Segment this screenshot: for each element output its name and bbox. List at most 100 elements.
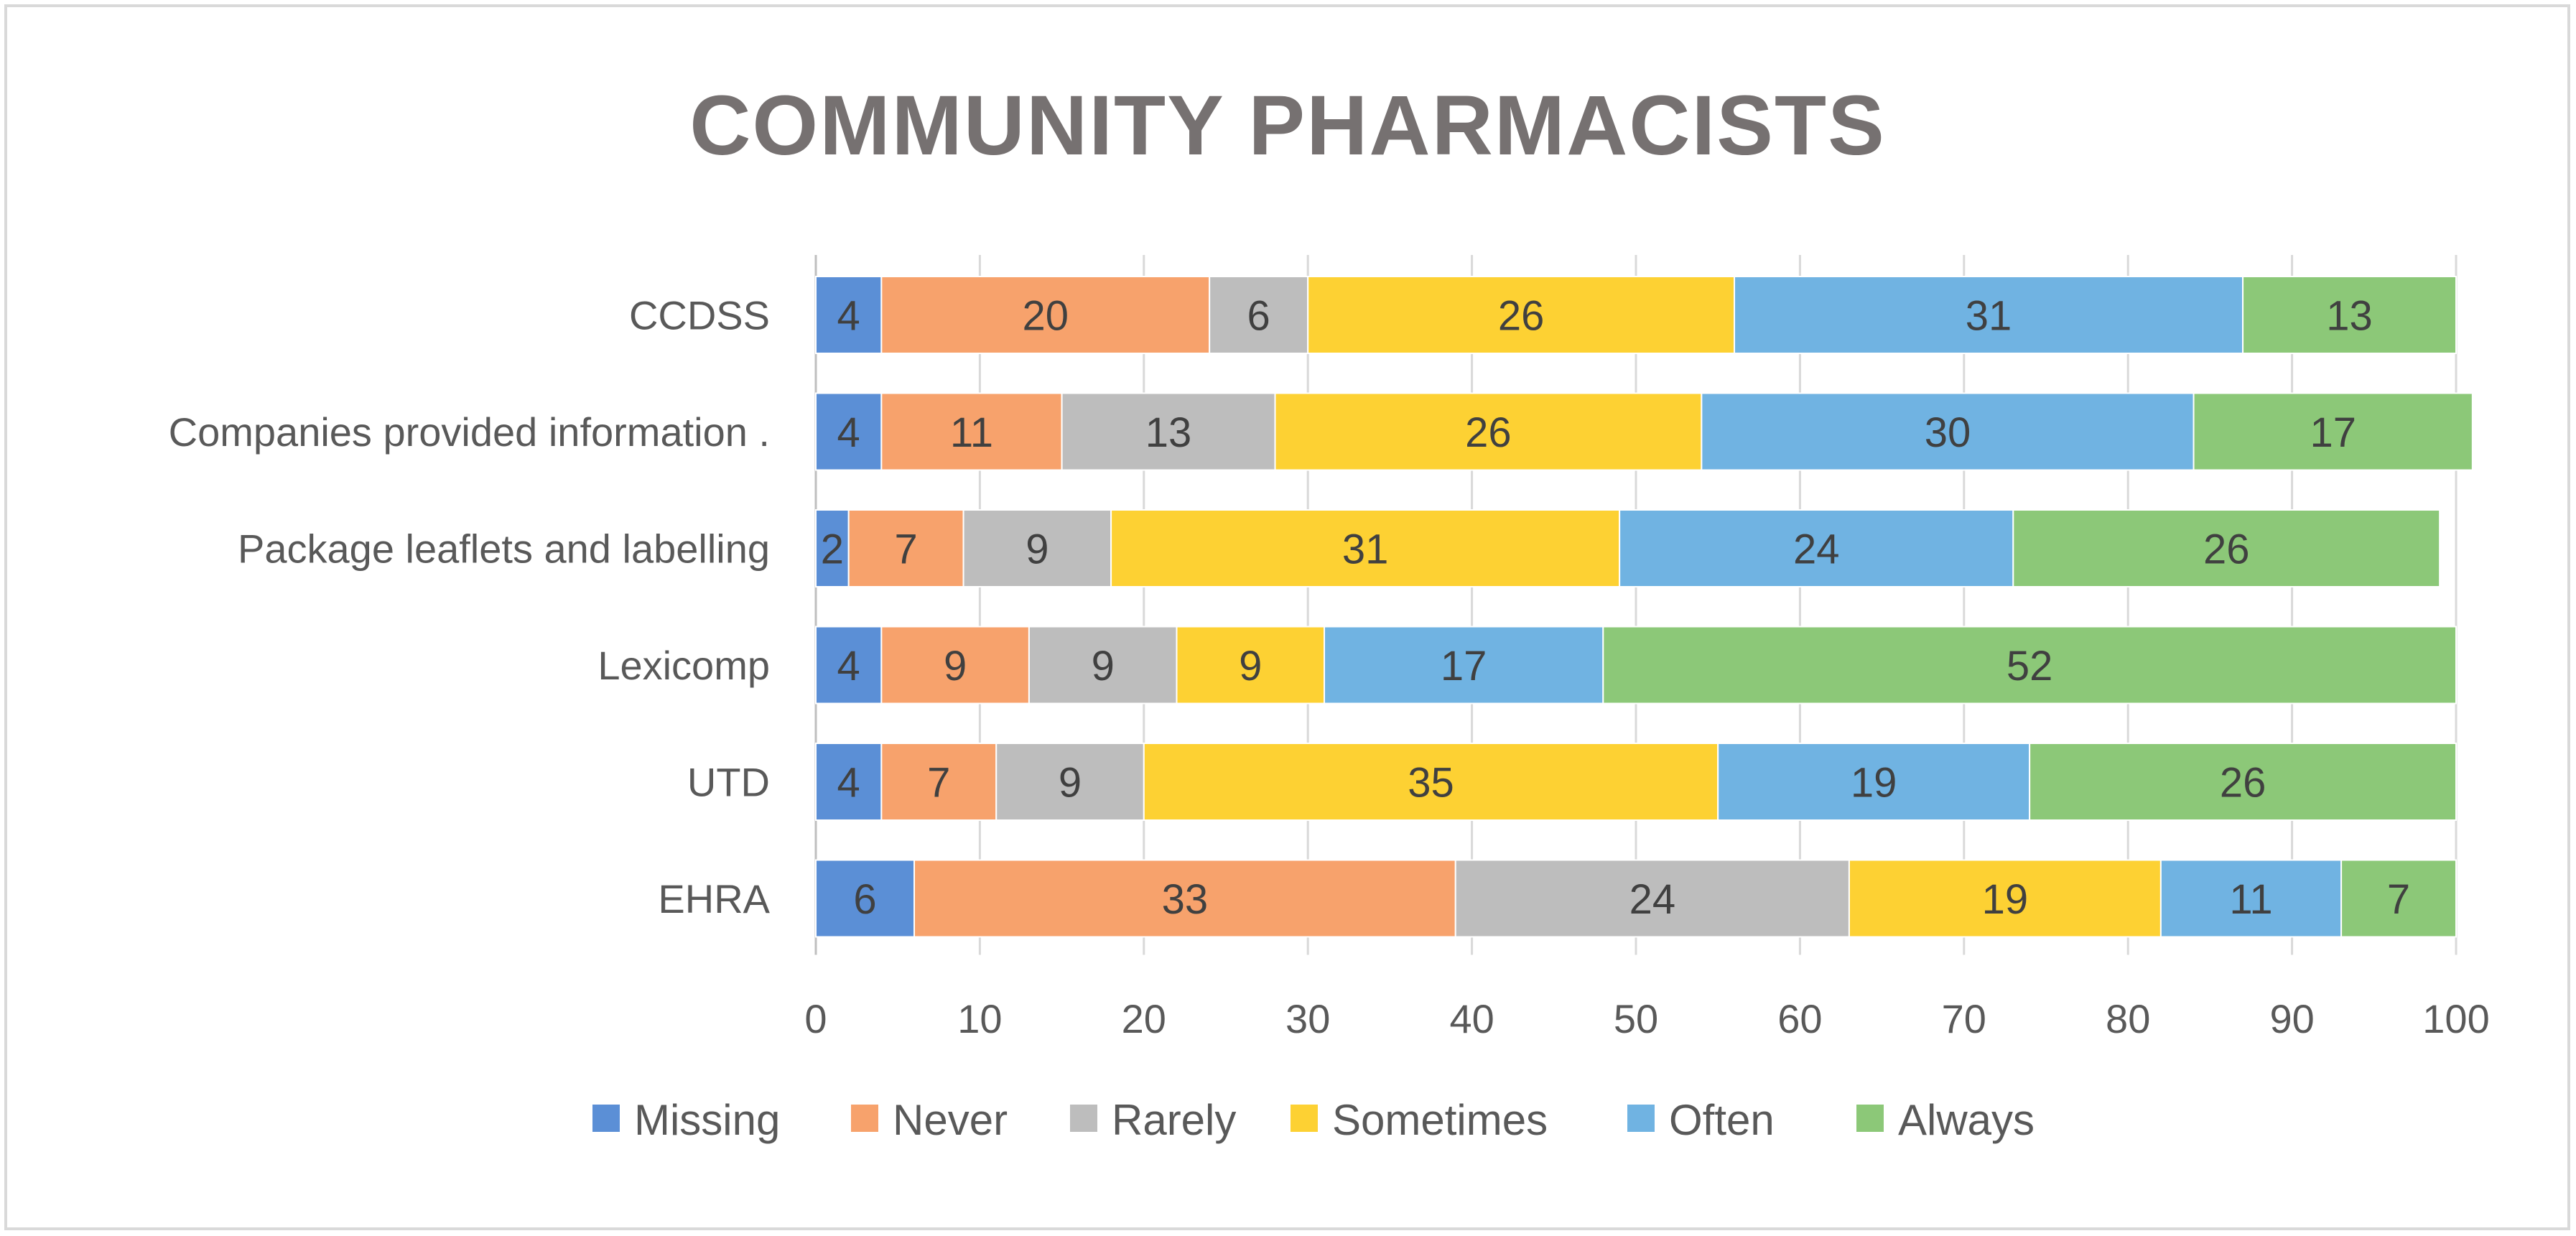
- x-tick-label: 10: [957, 996, 1002, 1041]
- data-label: 30: [1925, 409, 1971, 456]
- category-label: Package leaflets and labelling: [238, 526, 770, 572]
- legend-label: Always: [1898, 1096, 2035, 1144]
- x-tick-label: 0: [804, 996, 827, 1041]
- legend-item: Never: [851, 1096, 1008, 1144]
- legend-swatch: [851, 1105, 878, 1132]
- data-label: 17: [1441, 643, 1487, 689]
- bar-segment: [880, 626, 1030, 705]
- bar-segment: [2193, 392, 2473, 471]
- bar-segment: [2340, 859, 2458, 938]
- legend-label: Missing: [634, 1096, 780, 1144]
- legend-swatch: [1856, 1105, 1884, 1132]
- data-label: 4: [837, 409, 860, 456]
- legend-label: Rarely: [1112, 1096, 1236, 1144]
- legend-swatch: [1291, 1105, 1318, 1132]
- bar-segment: [1307, 276, 1736, 354]
- data-labels: 4 20 6 26 31 13 4 11 13 26 30 17 2 7 9 31 24 26 4 9 9 9 17 52 4 7…: [821, 293, 2410, 924]
- bar-segment: [880, 743, 998, 821]
- gridlines: [814, 255, 2458, 955]
- legend: Missing Never Rarely Sometimes Often Always: [592, 1096, 2035, 1144]
- data-label: 7: [927, 760, 950, 807]
- bar-segment: [815, 276, 883, 354]
- bar-segment: [1061, 392, 1276, 471]
- x-tick-label: 30: [1285, 996, 1330, 1041]
- data-label: 9: [1239, 643, 1262, 689]
- category-label: EHRA: [658, 876, 770, 921]
- data-label: 13: [2326, 293, 2373, 340]
- chart-frame: [4, 4, 2570, 1230]
- data-label: 33: [1162, 876, 1209, 923]
- data-label: 4: [837, 643, 860, 689]
- legend-item: Often: [1627, 1096, 1775, 1144]
- bar-segment: [2242, 276, 2458, 354]
- bar-segment: [2159, 859, 2343, 938]
- bar-segment: [1143, 743, 1719, 821]
- bar-segment: [1274, 392, 1703, 471]
- data-label: 6: [853, 876, 876, 923]
- bar-segment: [1324, 626, 1604, 705]
- legend-item: Sometimes: [1291, 1096, 1548, 1144]
- data-label: 6: [1247, 293, 1270, 340]
- category-label: CCDSS: [629, 293, 770, 338]
- bar-segment: [815, 509, 850, 587]
- bar-segment: [847, 509, 964, 587]
- chart-title: COMMUNITY PHARMACISTS: [689, 78, 1886, 173]
- data-label: 4: [837, 760, 860, 807]
- legend-item: Always: [1856, 1096, 2035, 1144]
- data-label: 52: [2007, 643, 2053, 689]
- category-label: UTD: [687, 760, 770, 805]
- bar-segment: [815, 743, 883, 821]
- legend-swatch: [592, 1105, 620, 1132]
- bar-segment: [880, 276, 1211, 354]
- data-label: 9: [1059, 760, 1082, 807]
- bar-segment: [1734, 276, 2244, 354]
- x-tick-label: 40: [1449, 996, 1494, 1041]
- legend-label: Often: [1669, 1096, 1775, 1144]
- legend-swatch: [1070, 1105, 1097, 1132]
- bar-segment: [1110, 509, 1621, 587]
- legend-item: Rarely: [1070, 1096, 1236, 1144]
- data-label: 19: [1851, 760, 1897, 807]
- data-label: 31: [1966, 293, 2012, 340]
- data-label: 20: [1023, 293, 1069, 340]
- data-label: 26: [2220, 760, 2266, 807]
- x-tick-label: 50: [1614, 996, 1658, 1041]
- bar-segment: [1602, 626, 2458, 705]
- x-tick-label: 60: [1777, 996, 1822, 1041]
- data-label: 9: [1092, 643, 1115, 689]
- data-label: 26: [2203, 526, 2250, 573]
- category-labels: CCDSS Companies provided information . Pac…: [169, 293, 771, 922]
- bar-segment: [913, 859, 1456, 938]
- bar-segment: [1717, 743, 2031, 821]
- category-label: Companies provided information .: [169, 409, 770, 455]
- data-label: 17: [2310, 409, 2356, 456]
- data-label: 7: [2387, 876, 2410, 923]
- data-label: 7: [894, 526, 917, 573]
- bar-segment: [880, 392, 1063, 471]
- data-label: 9: [1026, 526, 1048, 573]
- legend-label: Sometimes: [1332, 1096, 1548, 1144]
- bar-segment: [1619, 509, 2014, 587]
- bar-segment: [1209, 276, 1309, 354]
- x-tick-label: 70: [1942, 996, 1986, 1041]
- data-label: 26: [1498, 293, 1545, 340]
- data-label: 2: [821, 526, 844, 573]
- bar-segment: [2029, 743, 2457, 821]
- x-axis-ticks: 0 10 20 30 40 50 60 70 80 90 100: [804, 996, 2489, 1041]
- data-label: 19: [1982, 876, 2029, 923]
- data-label: 13: [1145, 409, 1192, 456]
- x-tick-label: 90: [2269, 996, 2314, 1041]
- bar-segment: [2012, 509, 2441, 587]
- legend-item: Missing: [592, 1096, 780, 1144]
- x-tick-label: 20: [1122, 996, 1166, 1041]
- data-label: 35: [1408, 760, 1454, 807]
- legend-swatch: [1627, 1105, 1655, 1132]
- category-label: Lexicomp: [597, 643, 770, 688]
- bar-segment: [815, 626, 883, 705]
- bar-segment: [815, 859, 916, 938]
- data-label: 26: [1465, 409, 1512, 456]
- bars: [815, 276, 2473, 938]
- data-label: 11: [2229, 876, 2272, 923]
- x-tick-label: 80: [2106, 996, 2150, 1041]
